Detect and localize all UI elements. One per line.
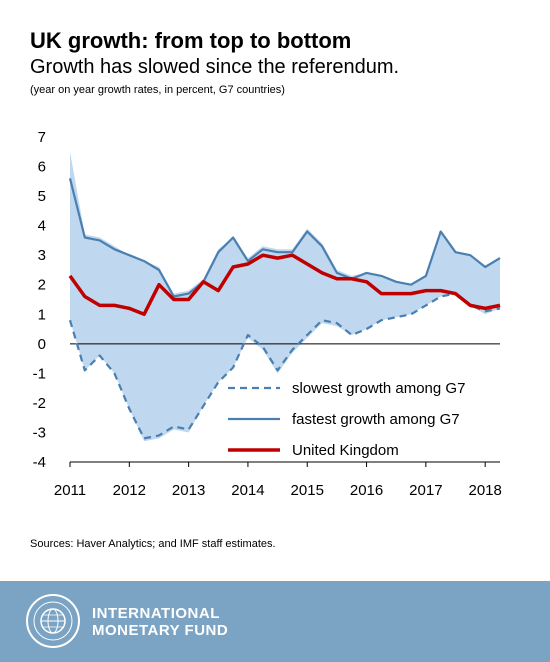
legend-label: slowest growth among G7: [292, 380, 465, 397]
y-tick-label: 3: [38, 247, 46, 264]
chart-legend: slowest growth among G7 fastest growth am…: [228, 380, 465, 459]
growth-chart: 7 6 5 4 3 2 1 0 -1 -2 -3 -4 2011 2012 2013 2014 2015 2016…: [33, 129, 502, 499]
y-tick-label: 7: [38, 129, 46, 146]
x-tick-label: 2017: [409, 482, 442, 499]
imf-seal-icon: [26, 594, 80, 648]
series-lines-layer: [68, 178, 501, 440]
x-tick-label: 2018: [468, 482, 501, 499]
x-tick-label: 2013: [172, 482, 205, 499]
y-tick-label: 6: [38, 159, 46, 176]
chart-note: (year on year growth rates, in percent, …: [30, 84, 285, 96]
y-tick-label: -2: [33, 395, 46, 412]
y-tick-label: -4: [33, 454, 46, 471]
growth-range-band: [70, 151, 500, 442]
sources-note: Sources: Haver Analytics; and IMF staff …: [30, 538, 276, 550]
y-tick-label: -3: [33, 424, 46, 441]
x-tick-label: 2014: [231, 482, 264, 499]
x-tick-label: 2015: [291, 482, 324, 499]
chart-axes: 7 6 5 4 3 2 1 0 -1 -2 -3 -4 2011 2012 2013 2014 2015 2016…: [33, 129, 502, 499]
series-line-thick: [68, 253, 501, 317]
legend-label: fastest growth among G7: [292, 411, 460, 428]
footer-bar: INTERNATIONAL MONETARY FUND: [0, 581, 550, 662]
chart-subtitle: Growth has slowed since the referendum.: [30, 56, 400, 78]
x-tick-label: 2012: [113, 482, 146, 499]
imf-wordmark: INTERNATIONAL MONETARY FUND: [92, 605, 228, 639]
y-tick-label: 2: [38, 277, 46, 294]
series-line-solid: [68, 178, 501, 298]
x-tick-label: 2016: [350, 482, 383, 499]
y-tick-label: 1: [38, 306, 46, 323]
chart-title: UK growth: from top to bottom: [30, 28, 352, 53]
imf-wordmark-line2: MONETARY FUND: [92, 622, 229, 639]
y-tick-label: -1: [33, 365, 46, 382]
y-tick-label: 4: [38, 218, 46, 235]
legend-label: United Kingdom: [292, 442, 399, 459]
growth-range-band-layer: [70, 151, 500, 442]
x-tick-label: 2011: [54, 482, 86, 499]
imf-wordmark-line1: INTERNATIONAL: [92, 605, 220, 622]
series-line-dashed: [68, 292, 501, 440]
y-tick-label: 0: [38, 336, 46, 353]
y-tick-label: 5: [38, 188, 46, 205]
